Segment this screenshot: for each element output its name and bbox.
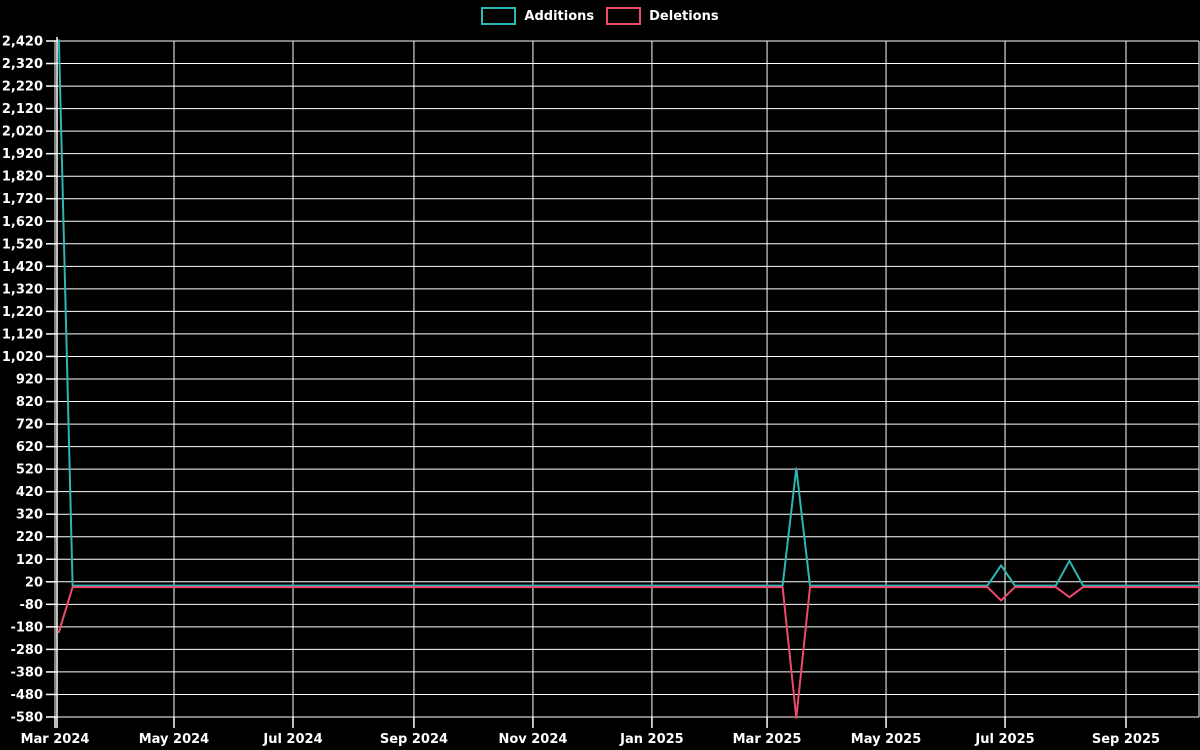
x-tick-label: Sep 2025 bbox=[1092, 732, 1160, 747]
y-tick-label: 420 bbox=[16, 485, 43, 500]
y-tick-label: 1,620 bbox=[2, 215, 43, 230]
deletions-legend-label: Deletions bbox=[649, 8, 719, 24]
y-tick-label: -480 bbox=[10, 688, 43, 703]
x-tick-label: May 2025 bbox=[851, 732, 922, 747]
deletions-line bbox=[57, 586, 1200, 719]
y-tick-label: 1,120 bbox=[2, 327, 43, 342]
deletions-legend-swatch-icon bbox=[606, 7, 642, 25]
y-tick-label: 1,920 bbox=[2, 147, 43, 162]
y-tick-label: 2,220 bbox=[2, 80, 43, 95]
x-tick-label: May 2024 bbox=[139, 732, 210, 747]
legend-item-deletions[interactable]: Deletions bbox=[606, 7, 719, 25]
x-tick-label: Jul 2025 bbox=[974, 732, 1034, 747]
y-tick-label: 520 bbox=[16, 463, 43, 478]
y-tick-label: 1,420 bbox=[2, 260, 43, 275]
x-tick-label: Nov 2024 bbox=[498, 732, 567, 747]
legend-item-additions[interactable]: Additions bbox=[481, 7, 594, 25]
y-tick-label: 720 bbox=[16, 418, 43, 433]
additions-legend-swatch-icon bbox=[481, 7, 517, 25]
additions-line bbox=[57, 39, 1200, 587]
y-tick-label: -180 bbox=[10, 620, 43, 635]
y-tick-label: 120 bbox=[16, 553, 43, 568]
x-tick-label: Sep 2024 bbox=[380, 732, 448, 747]
y-tick-label: 620 bbox=[16, 440, 43, 455]
y-tick-label: 920 bbox=[16, 373, 43, 388]
y-tick-label: 1,520 bbox=[2, 237, 43, 252]
y-tick-label: 2,120 bbox=[2, 102, 43, 117]
y-tick-label: -380 bbox=[10, 665, 43, 680]
y-tick-label: 2,420 bbox=[2, 35, 43, 50]
y-tick-label: 1,020 bbox=[2, 350, 43, 365]
y-tick-label: 820 bbox=[16, 395, 43, 410]
x-tick-label: Mar 2024 bbox=[21, 732, 90, 747]
x-tick-label: Jul 2024 bbox=[262, 732, 322, 747]
additions-legend-label: Additions bbox=[524, 8, 595, 24]
chart-legend: Additions Deletions bbox=[0, 7, 1200, 25]
y-tick-label: 1,320 bbox=[2, 282, 43, 297]
y-tick-label: 20 bbox=[25, 575, 43, 590]
y-tick-label: 2,020 bbox=[2, 125, 43, 140]
y-tick-label: 2,320 bbox=[2, 57, 43, 72]
y-tick-label: 1,820 bbox=[2, 170, 43, 185]
y-tick-label: 320 bbox=[16, 508, 43, 523]
y-tick-label: -280 bbox=[10, 643, 43, 658]
x-tick-label: Jan 2025 bbox=[619, 732, 684, 747]
y-tick-label: 220 bbox=[16, 530, 43, 545]
y-tick-label: -580 bbox=[10, 711, 43, 726]
y-tick-label: 1,720 bbox=[2, 192, 43, 207]
y-tick-label: -80 bbox=[20, 598, 44, 613]
y-tick-label: 1,220 bbox=[2, 305, 43, 320]
x-tick-label: Mar 2025 bbox=[733, 732, 802, 747]
